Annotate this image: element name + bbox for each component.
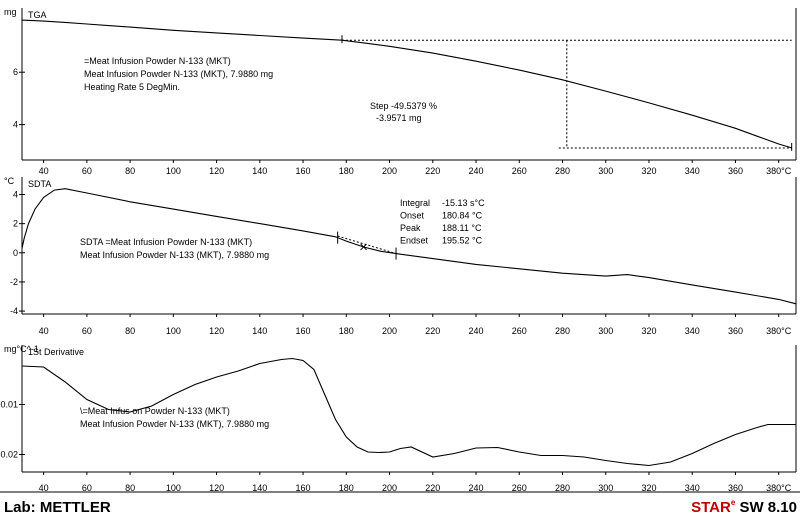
y-unit-label: mg°C^-1 — [4, 344, 39, 354]
x-tick-label: 60 — [82, 483, 92, 493]
x-tick-label: 260 — [512, 166, 527, 176]
y-unit-label: mg — [4, 7, 17, 17]
x-tick-label: 220 — [425, 326, 440, 336]
x-tick-label: 200 — [382, 166, 397, 176]
x-tick-label: 380°C — [766, 483, 792, 493]
x-tick-label: 220 — [425, 483, 440, 493]
y-tick-label: -0.02 — [0, 450, 18, 460]
x-tick-label: 80 — [125, 483, 135, 493]
x-tick-label: 40 — [39, 326, 49, 336]
y-tick-label: 2 — [13, 219, 18, 229]
y-tick-label: -4 — [10, 306, 18, 316]
result-value: 188.11 °C — [442, 223, 482, 233]
x-tick-label: 340 — [685, 483, 700, 493]
legend-line: =Meat Infusion Powder N-133 (MKT) — [84, 56, 231, 66]
x-tick-label: 160 — [296, 483, 311, 493]
legend-line: Heating Rate 5 DegMin. — [84, 82, 180, 92]
x-tick-label: 360 — [728, 166, 743, 176]
x-tick-label: 300 — [598, 326, 613, 336]
legend-line: \=Meat Infus on Powder N-133 (MKT) — [80, 406, 230, 416]
y-tick-label: -0.01 — [0, 400, 18, 410]
legend-line: Meat Infusion Powder N-133 (MKT), 7.9880… — [80, 250, 269, 260]
panel-sdta: 4 2 0 -2 -4 40 60 80 100 120 140 160 180 200 220 240 260… — [4, 176, 797, 336]
x-tick-label: 100 — [166, 326, 181, 336]
x-tick-label: 80 — [125, 326, 135, 336]
x-tick-label: 60 — [82, 166, 92, 176]
x-tick-label: 380°C — [766, 326, 792, 336]
x-tick-label: 240 — [469, 326, 484, 336]
x-tick-label: 120 — [209, 326, 224, 336]
curve-tga — [21, 19, 792, 149]
x-tick-label: 340 — [685, 166, 700, 176]
panel-tga: 4 6 40 60 80 100 120 140 160 180 200 220 240 260 280 30… — [4, 7, 797, 176]
x-tick-label: 120 — [209, 166, 224, 176]
x-tick-label: 360 — [728, 326, 743, 336]
y-tick-label: -2 — [10, 277, 18, 287]
legend-line: Meat Infusion Powder N-133 (MKT), 7.9880… — [80, 419, 269, 429]
panel-title: 1St Derivative — [28, 347, 84, 357]
panel-title: SDTA — [28, 179, 51, 189]
brand-sup: e — [731, 498, 736, 507]
y-tick-label: 6 — [13, 67, 18, 77]
x-tick-label: 340 — [685, 326, 700, 336]
legend-line: Meat Infusion Powder N-133 (MKT), 7.9880… — [84, 69, 273, 79]
peak-marker — [360, 243, 367, 251]
x-tick-label: 40 — [39, 483, 49, 493]
panel-deriv: -0.01 -0.02 40 60 80 100 120 140 160 180 200 220 240… — [0, 344, 797, 493]
y-tick-label: 4 — [13, 120, 18, 130]
x-tick-label: 140 — [252, 326, 267, 336]
x-tick-label: 260 — [512, 326, 527, 336]
software-brand: STARe SW 8.10 — [691, 498, 797, 516]
x-tick-label: 280 — [555, 166, 570, 176]
x-tick-label: 140 — [252, 166, 267, 176]
x-tick-label: 220 — [425, 166, 440, 176]
result-label: Endset — [400, 236, 429, 246]
x-tick-label: 180 — [339, 326, 354, 336]
x-tick-label: 320 — [641, 326, 656, 336]
x-tick-label: 100 — [166, 166, 181, 176]
x-tick-label: 120 — [209, 483, 224, 493]
x-tick-label: 240 — [469, 166, 484, 176]
x-tick-label: 160 — [296, 166, 311, 176]
curve-deriv — [21, 357, 796, 467]
y-unit-label: °C — [4, 176, 15, 186]
curve-sdta — [21, 188, 797, 305]
x-tick-label: 320 — [641, 166, 656, 176]
lab-label: Lab: METTLER — [4, 499, 111, 516]
brand-star: STAR — [691, 499, 731, 516]
x-tick-label: 240 — [469, 483, 484, 493]
x-tick-label: 260 — [512, 483, 527, 493]
step-percent: Step -49.5379 % — [370, 101, 437, 111]
x-tick-label: 300 — [598, 483, 613, 493]
x-tick-label: 100 — [166, 483, 181, 493]
x-tick-label: 200 — [382, 326, 397, 336]
x-tick-label: 80 — [125, 166, 135, 176]
x-tick-label: 280 — [555, 326, 570, 336]
x-tick-label: 140 — [252, 483, 267, 493]
x-tick-label: 320 — [641, 483, 656, 493]
x-tick-label: 200 — [382, 483, 397, 493]
result-value: 195.52 °C — [442, 236, 483, 246]
x-tick-label: 180 — [339, 483, 354, 493]
result-label: Integral — [400, 198, 430, 208]
y-tick-label: 0 — [13, 248, 18, 258]
result-value: -15.13 s°C — [442, 198, 485, 208]
x-tick-label: 360 — [728, 483, 743, 493]
x-tick-label: 380°C — [766, 166, 792, 176]
panel-title: TGA — [28, 10, 47, 20]
x-tick-label: 300 — [598, 166, 613, 176]
x-tick-label: 40 — [39, 166, 49, 176]
step-mass: -3.9571 mg — [376, 113, 422, 123]
legend-line: SDTA =Meat Infusion Powder N-133 (MKT) — [80, 237, 252, 247]
y-tick-label: 4 — [13, 189, 18, 199]
x-tick-label: 180 — [339, 166, 354, 176]
result-label: Peak — [400, 223, 421, 233]
brand-version: SW 8.10 — [735, 499, 797, 516]
x-tick-label: 60 — [82, 326, 92, 336]
result-value: 180.84 °C — [442, 211, 483, 221]
x-tick-label: 160 — [296, 326, 311, 336]
result-label: Onset — [400, 211, 425, 221]
x-tick-label: 280 — [555, 483, 570, 493]
